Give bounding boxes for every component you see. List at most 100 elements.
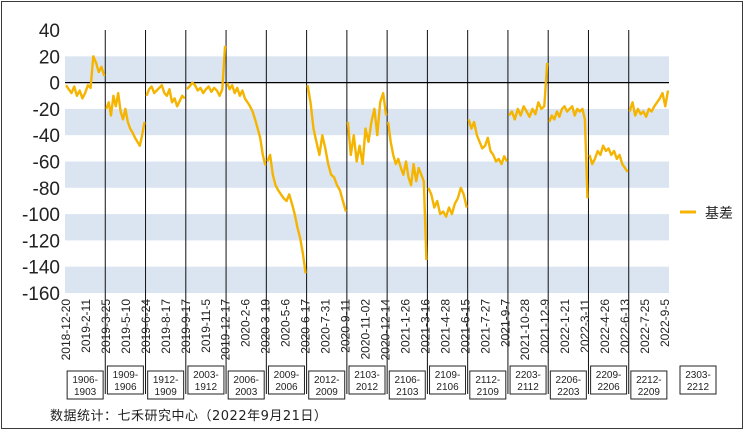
contract-label-line1: 2109- [435, 370, 461, 381]
contract-label-line2: 2212 [687, 382, 710, 393]
contract-label-line2: 2209 [638, 387, 661, 398]
legend: 基差 [680, 205, 733, 222]
x-axis: 2018-12-20 2019-2-11 2019-3-25 2019-5-10 201… [59, 299, 672, 361]
series-line-2209-2206 [588, 144, 629, 173]
x-tick-label: 2021-7-27 [478, 299, 492, 354]
y-tick-label: 40 [39, 21, 60, 42]
contract-label-line2: 2012 [356, 382, 379, 393]
contract-label-box: 2012-2009 [308, 370, 346, 400]
contract-label-line2: 2106 [436, 382, 459, 393]
y-tick-label: -120 [22, 231, 60, 252]
y-tick-label: -160 [22, 284, 60, 305]
contract-label-line1: 2212- [636, 375, 662, 386]
contract-label-line2: 1906 [114, 382, 137, 393]
contract-label-box: 2212-2209 [630, 370, 668, 400]
x-tick-label: 2019-5-10 [119, 299, 133, 354]
contract-label-line1: 2003- [193, 370, 219, 381]
x-tick-label: 2021-12-9 [538, 299, 552, 354]
contract-label-line1: 2106- [394, 375, 420, 386]
y-tick-label: -140 [22, 258, 60, 279]
grid-band [65, 214, 669, 241]
y-tick-label: 20 [39, 47, 60, 68]
contract-label-line2: 1912 [195, 382, 218, 393]
y-tick-label: -60 [33, 153, 60, 174]
contract-label-box: 2303-2212 [679, 365, 717, 395]
contract-label-box: 2203-2112 [509, 365, 547, 395]
contract-box [267, 365, 305, 395]
source-note: 数据统计：七禾研究中心（2022年9月21日） [50, 409, 328, 424]
y-tick-label: -100 [22, 205, 60, 226]
series-lines [65, 45, 670, 274]
contract-label-box: 2103-2012 [348, 365, 386, 395]
x-tick-label: 2022-4-26 [598, 299, 612, 354]
contract-box [187, 365, 225, 395]
contract-label-line2: 2003 [235, 387, 258, 398]
contract-label-box: 2206-2203 [549, 370, 587, 400]
contract-box [308, 370, 346, 400]
contract-label-box: 2112-2109 [469, 370, 507, 400]
x-tick-label: 2020-5-6 [279, 299, 293, 347]
contract-label-line2: 2109 [477, 387, 500, 398]
x-tick-label: 2019-2-11 [79, 299, 93, 353]
x-tick-label: 2021-4-28 [438, 299, 452, 354]
x-tick-label: 2020-11-02 [359, 299, 373, 360]
contract-label-line2: 1909 [155, 387, 178, 398]
x-tick-label: 2022-6-13 [618, 299, 632, 354]
contract-label-box: 1909-1906 [106, 365, 144, 395]
series-line-2012-2009 [306, 84, 348, 212]
contract-box [106, 365, 144, 395]
contract-label-box: 2006-2003 [227, 370, 265, 400]
x-tick-label: 2022-3-11 [578, 299, 592, 353]
x-tick-label: 2021-9-7 [498, 299, 512, 347]
contract-label-box: 2109-2106 [429, 365, 467, 395]
contract-label-line1: 1909- [113, 370, 139, 381]
contract-label-box: 1906-1903 [66, 370, 104, 400]
contract-box [630, 370, 668, 400]
x-tick-label: 2021-10-28 [518, 299, 532, 361]
legend-label: 基差 [705, 205, 733, 222]
contract-box [679, 365, 717, 395]
contract-label-line1: 2112- [475, 375, 500, 386]
background-bands [65, 56, 669, 293]
contract-label-line1: 2006- [233, 375, 259, 386]
contract-label-line1: 2009- [274, 370, 300, 381]
grid-band [65, 266, 669, 293]
x-tick-label: 2021-1-26 [398, 299, 412, 354]
series-line-2203-2112 [507, 62, 549, 121]
contract-box [227, 370, 265, 400]
contract-label-line2: 1903 [74, 387, 97, 398]
x-tick-label: 2019-6-24 [139, 299, 153, 354]
contract-label-line1: 2209- [596, 370, 622, 381]
y-tick-label: 0 [49, 74, 60, 95]
x-tick-label: 2021-6-15 [458, 299, 472, 354]
x-tick-label: 2020-9-11 [339, 299, 353, 353]
contract-separator-lines [104, 30, 630, 394]
contract-box [66, 370, 104, 400]
series-line-2103-2012 [346, 91, 388, 166]
contract-label-line2: 2006 [275, 382, 298, 393]
series-line-2006-2003 [225, 82, 267, 166]
contract-label-line2: 2103 [396, 387, 419, 398]
x-tick-label: 2022-7-25 [638, 299, 652, 354]
contract-label-line1: 1906- [72, 375, 98, 386]
contract-label-line1: 2203- [515, 370, 541, 381]
x-tick-label: 2020-6-17 [299, 299, 313, 354]
y-tick-label: -40 [33, 126, 60, 147]
contract-box [469, 370, 507, 400]
y-tick-label: -20 [33, 100, 60, 121]
contract-label-line2: 2009 [316, 387, 339, 398]
series-line-1909-1906 [105, 91, 146, 147]
contract-label-boxes: 1906-19031909-19061912-19092003-19122006… [66, 365, 717, 400]
contract-label-line2: 2206 [597, 382, 620, 393]
x-tick-label: 2018-12-20 [59, 299, 73, 361]
contract-label-box: 2009-2006 [267, 365, 305, 395]
contract-label-box: 2106-2103 [388, 370, 426, 400]
contract-label-line1: 2303- [685, 370, 711, 381]
x-tick-label: 2022-9-5 [658, 299, 672, 347]
contract-label-box: 1912-1909 [147, 370, 185, 400]
contract-label-box: 2003-1912 [187, 365, 225, 395]
contract-label-line1: 2012- [314, 375, 340, 386]
contract-box [590, 365, 628, 395]
